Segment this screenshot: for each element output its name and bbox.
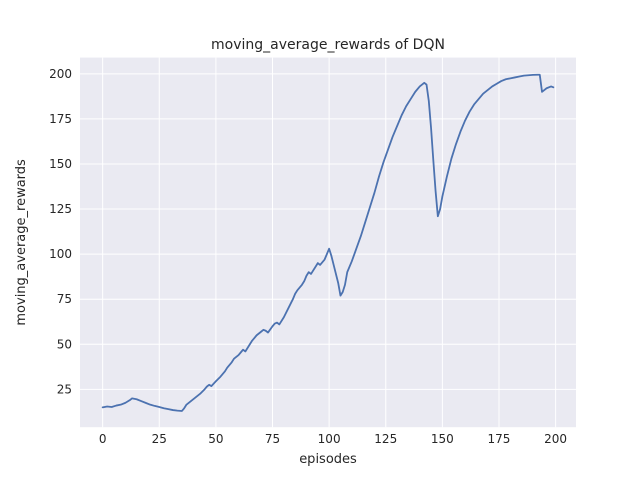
plot-area — [80, 57, 576, 428]
y-tick-label: 75 — [57, 292, 72, 306]
y-tick-label: 200 — [49, 67, 72, 81]
y-tick-label: 175 — [49, 112, 72, 126]
x-tick-label: 100 — [318, 432, 341, 446]
x-tick-label: 125 — [374, 432, 397, 446]
x-tick-label: 150 — [431, 432, 454, 446]
x-tick-label: 50 — [208, 432, 223, 446]
x-tick-label: 200 — [544, 432, 567, 446]
y-tick-labels: 25 50 75 100 125 150 175 200 — [49, 67, 72, 397]
x-tick-label: 75 — [265, 432, 280, 446]
x-axis-label: episodes — [299, 452, 357, 467]
chart-title: moving_average_rewards of DQN — [211, 37, 445, 53]
y-tick-label: 50 — [57, 337, 72, 351]
horizontal-gridlines — [80, 73, 576, 390]
y-tick-label: 25 — [57, 382, 72, 396]
x-tick-label: 175 — [488, 432, 511, 446]
y-tick-label: 150 — [49, 157, 72, 171]
x-tick-label: 25 — [152, 432, 167, 446]
y-tick-label: 100 — [49, 247, 72, 261]
line-series — [101, 73, 555, 412]
y-axis-label: moving_average_rewards — [14, 159, 29, 326]
y-tick-label: 125 — [49, 202, 72, 216]
x-tick-label: 0 — [99, 432, 107, 446]
x-tick-labels: 0 25 50 75 100 125 150 175 200 — [99, 432, 567, 446]
